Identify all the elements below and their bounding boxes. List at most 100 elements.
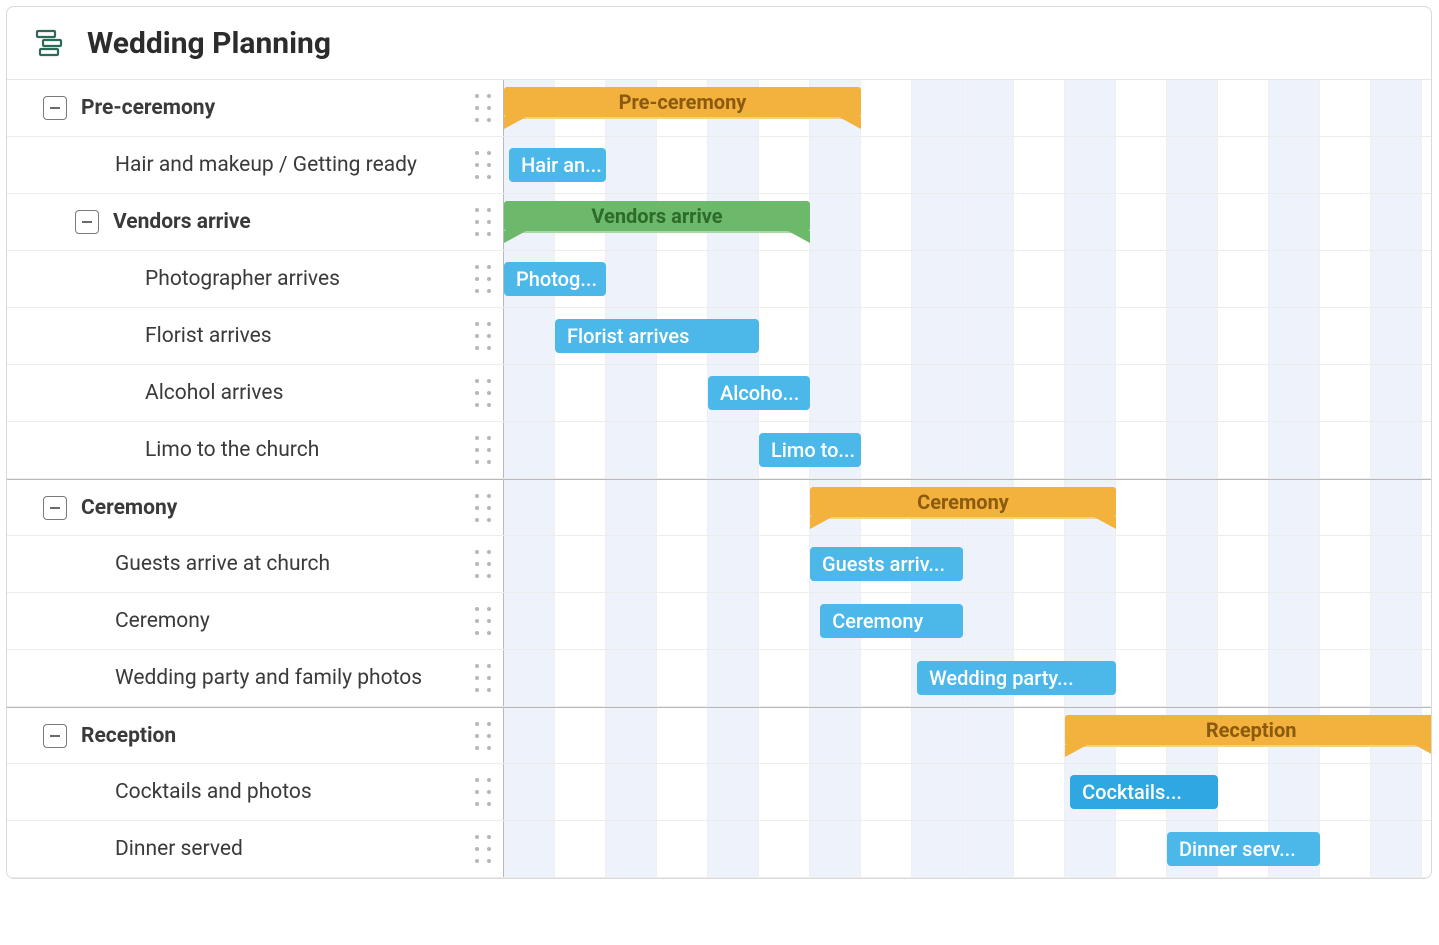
collapse-button[interactable] xyxy=(43,96,67,120)
row-label-cell[interactable]: Ceremony xyxy=(7,480,504,535)
task-bar[interactable]: Dinner serv... xyxy=(1167,832,1320,866)
drag-handle-icon[interactable] xyxy=(475,208,491,236)
row-label-cell[interactable]: Wedding party and family photos xyxy=(7,650,504,706)
group-bar[interactable]: Pre-ceremony xyxy=(504,87,861,117)
row-label-cell[interactable]: Cocktails and photos xyxy=(7,764,504,820)
row-label-cell[interactable]: Ceremony xyxy=(7,593,504,649)
gantt-row: Reception Reception xyxy=(7,707,1431,764)
bar-label: Alcoho... xyxy=(720,381,799,405)
row-label-cell[interactable]: Dinner served xyxy=(7,821,504,877)
bar-label: Limo to... xyxy=(771,438,855,462)
drag-handle-icon[interactable] xyxy=(475,607,491,635)
minus-icon xyxy=(82,221,92,223)
row-chart-cell: Wedding party... xyxy=(504,650,1431,706)
group-bar[interactable]: Reception xyxy=(1065,715,1431,745)
row-chart-cell: Photog... xyxy=(504,251,1431,307)
bar-label: Ceremony xyxy=(832,609,923,633)
row-chart-cell: Florist arrives xyxy=(504,308,1431,364)
gantt-grid: Pre-ceremony Pre-ceremony Hair and makeup … xyxy=(7,80,1431,878)
collapse-button[interactable] xyxy=(43,724,67,748)
task-bar[interactable]: Wedding party... xyxy=(917,661,1116,695)
bar-label: Florist arrives xyxy=(567,324,689,348)
bar-layer: Florist arrives xyxy=(504,308,1431,364)
row-label: Hair and makeup / Getting ready xyxy=(115,153,417,177)
row-label: Guests arrive at church xyxy=(115,552,330,576)
row-label: Dinner served xyxy=(115,837,243,861)
task-bar[interactable]: Photog... xyxy=(504,262,606,296)
header: Wedding Planning xyxy=(7,7,1431,80)
bar-layer: Alcoho... xyxy=(504,365,1431,421)
gantt-app: Wedding Planning Pre-ceremonyPre-ceremon… xyxy=(6,6,1432,879)
drag-handle-icon[interactable] xyxy=(475,379,491,407)
gantt-row: Photographer arrives Photog... xyxy=(7,251,1431,308)
bar-layer: Pre-ceremony xyxy=(504,80,1431,136)
minus-icon xyxy=(50,507,60,509)
bar-layer: Wedding party... xyxy=(504,650,1431,706)
task-bar[interactable]: Limo to... xyxy=(759,433,861,467)
group-bar[interactable]: Ceremony xyxy=(810,487,1116,517)
gantt-row: Pre-ceremony Pre-ceremony xyxy=(7,80,1431,137)
row-chart-cell: Vendors arrive xyxy=(504,194,1431,250)
gantt-icon xyxy=(33,25,69,61)
row-chart-cell: Cocktails... xyxy=(504,764,1431,820)
task-bar[interactable]: Florist arrives xyxy=(555,319,759,353)
collapse-button[interactable] xyxy=(75,210,99,234)
bar-label: Cocktails... xyxy=(1082,780,1182,804)
row-label-cell[interactable]: Guests arrive at church xyxy=(7,536,504,592)
bar-layer: Reception xyxy=(504,708,1431,763)
gantt-row: Vendors arrive Vendors arrive xyxy=(7,194,1431,251)
row-label-cell[interactable]: Alcohol arrives xyxy=(7,365,504,421)
bar-label: Guests arriv... xyxy=(822,552,945,576)
task-bar[interactable]: Hair an... xyxy=(509,148,606,182)
row-chart-cell: Hair an... xyxy=(504,137,1431,193)
bar-layer: Guests arriv... xyxy=(504,536,1431,592)
task-bar[interactable]: Guests arriv... xyxy=(810,547,963,581)
drag-handle-icon[interactable] xyxy=(475,778,491,806)
bar-layer: Photog... xyxy=(504,251,1431,307)
page-title: Wedding Planning xyxy=(87,26,331,61)
drag-handle-icon[interactable] xyxy=(475,265,491,293)
row-label-cell[interactable]: Vendors arrive xyxy=(7,194,504,250)
row-chart-cell: Reception xyxy=(504,708,1431,763)
row-chart-cell: Pre-ceremony xyxy=(504,80,1431,136)
group-bar[interactable]: Vendors arrive xyxy=(504,201,810,231)
drag-handle-icon[interactable] xyxy=(475,835,491,863)
gantt-row: Cocktails and photos Cocktails... xyxy=(7,764,1431,821)
row-label-cell[interactable]: Hair and makeup / Getting ready xyxy=(7,137,504,193)
gantt-rows: Pre-ceremony Pre-ceremony Hair and makeup … xyxy=(7,80,1431,878)
task-bar[interactable]: Alcoho... xyxy=(708,376,810,410)
row-chart-cell: Limo to... xyxy=(504,422,1431,478)
bar-layer: Dinner serv... xyxy=(504,821,1431,877)
gantt-row: Alcohol arrives Alcoho... xyxy=(7,365,1431,422)
drag-handle-icon[interactable] xyxy=(475,664,491,692)
drag-handle-icon[interactable] xyxy=(475,322,491,350)
row-label-cell[interactable]: Reception xyxy=(7,708,504,763)
row-label-cell[interactable]: Pre-ceremony xyxy=(7,80,504,136)
row-label: Alcohol arrives xyxy=(145,381,283,405)
minus-icon xyxy=(50,735,60,737)
task-bar[interactable]: Ceremony xyxy=(820,604,963,638)
drag-handle-icon[interactable] xyxy=(475,94,491,122)
row-label-cell[interactable]: Limo to the church xyxy=(7,422,504,478)
bar-layer: Limo to... xyxy=(504,422,1431,478)
collapse-button[interactable] xyxy=(43,496,67,520)
drag-handle-icon[interactable] xyxy=(475,151,491,179)
drag-handle-icon[interactable] xyxy=(475,436,491,464)
row-label: Florist arrives xyxy=(145,324,272,348)
gantt-row: Guests arrive at church Guests arriv... xyxy=(7,536,1431,593)
gantt-row: Ceremony Ceremony xyxy=(7,593,1431,650)
row-label-cell[interactable]: Florist arrives xyxy=(7,308,504,364)
drag-handle-icon[interactable] xyxy=(475,550,491,578)
drag-handle-icon[interactable] xyxy=(475,722,491,750)
bar-label: Pre-ceremony xyxy=(619,90,747,114)
row-label: Ceremony xyxy=(115,609,210,633)
bar-label: Ceremony xyxy=(917,490,1009,514)
row-label: Ceremony xyxy=(81,496,177,520)
row-label-cell[interactable]: Photographer arrives xyxy=(7,251,504,307)
task-bar[interactable]: Cocktails... xyxy=(1070,775,1218,809)
gantt-row: Dinner served Dinner serv... xyxy=(7,821,1431,878)
row-chart-cell: Guests arriv... xyxy=(504,536,1431,592)
bar-label: Photog... xyxy=(516,267,597,291)
drag-handle-icon[interactable] xyxy=(475,494,491,522)
row-label: Vendors arrive xyxy=(113,210,251,234)
